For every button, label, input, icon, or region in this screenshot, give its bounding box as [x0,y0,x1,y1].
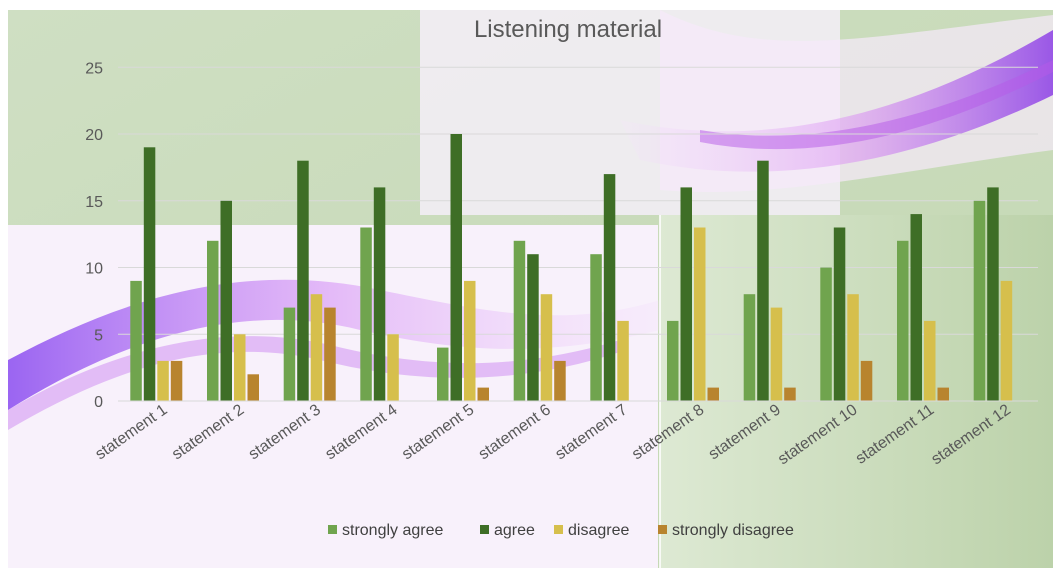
bar-disagree-11 [924,320,936,401]
bar-disagree-1 [157,360,169,401]
bar-agree-12 [987,187,999,401]
bar-agree-6 [527,254,539,401]
chart-title: Listening material [474,16,662,43]
bar-agree-8 [680,187,692,401]
bars [130,134,1013,402]
bar-agree-5 [450,134,462,401]
bar-strongly-agree-7 [590,254,602,401]
bar-strongly-agree-3 [283,307,296,401]
legend-swatch-agree [480,525,489,534]
bar-disagree-4 [387,334,399,402]
y-axis-ticks: 0 5 10 15 20 25 [85,60,103,411]
bar-agree-1 [143,147,156,401]
bar-agree-4 [373,187,386,401]
bar-disagree-8 [694,227,706,401]
background-wave-right-2 [700,60,1053,150]
bar-disagree-6 [540,294,553,401]
y-tick-label: 15 [85,194,103,211]
bar-strongly-agree-1 [130,280,142,401]
bar-agree-9 [757,160,769,401]
bar-strongly-disagree-9 [784,387,796,401]
legend-swatch-disagree [554,525,563,534]
bar-agree-2 [220,200,232,402]
bar-strongly-agree-11 [897,240,909,401]
bar-strongly-agree-12 [973,200,986,402]
legend-label-agree: agree [494,522,535,539]
bar-strongly-agree-6 [513,240,526,401]
bar-disagree-9 [770,307,783,401]
bar-disagree-12 [1000,280,1013,401]
bar-strongly-disagree-10 [860,360,873,401]
bar-strongly-agree-5 [437,347,449,401]
bar-agree-11 [910,214,922,401]
bar-disagree-5 [464,280,476,401]
legend-label-disagree: disagree [568,522,629,539]
bar-strongly-agree-4 [360,227,372,401]
bar-strongly-disagree-1 [170,360,183,401]
y-tick-label: 0 [94,394,103,411]
legend-swatch-strongly-disagree [658,525,667,534]
bar-disagree-10 [847,294,859,401]
legend-swatch-strongly-agree [328,525,337,534]
y-tick-label: 25 [85,60,103,77]
y-tick-label: 5 [94,327,103,344]
bar-strongly-disagree-6 [554,360,566,401]
y-tick-label: 10 [85,261,103,278]
bar-disagree-2 [234,334,246,402]
bar-strongly-agree-2 [207,240,219,401]
y-tick-label: 20 [85,127,103,144]
bar-strongly-disagree-11 [937,387,949,401]
legend-label-strongly-agree: strongly agree [342,522,443,539]
bar-strongly-agree-8 [667,320,679,401]
background-wave-left [8,279,660,410]
legend: strongly agree agree disagree strongly disa… [328,522,794,539]
bar-strongly-agree-10 [820,267,832,401]
bar-disagree-7 [617,320,629,401]
bar-disagree-3 [310,294,323,401]
bar-agree-10 [833,227,846,401]
bar-strongly-disagree-3 [324,307,336,401]
bar-strongly-disagree-8 [707,387,719,401]
bar-strongly-disagree-5 [477,387,489,401]
background-wave-left-2 [8,336,620,430]
legend-label-strongly-disagree: strongly disagree [672,522,794,539]
bar-strongly-disagree-2 [247,374,259,401]
gridlines [118,66,1038,335]
bar-agree-7 [603,174,616,401]
bar-agree-3 [297,160,309,401]
bar-strongly-agree-9 [743,294,756,401]
